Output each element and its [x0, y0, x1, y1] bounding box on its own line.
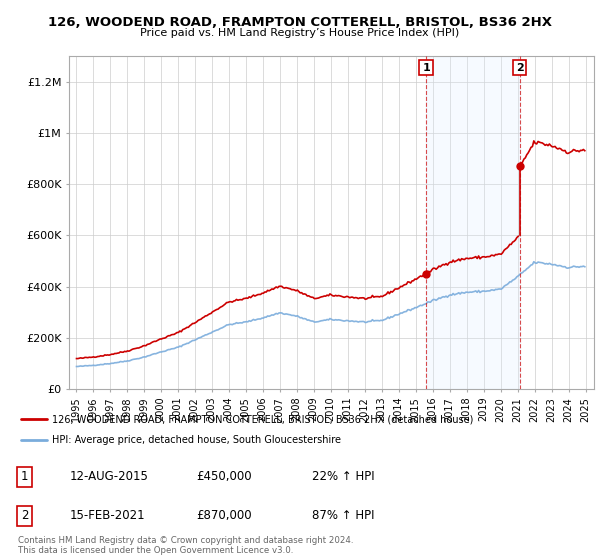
Text: 2: 2 [516, 63, 523, 73]
Text: 15-FEB-2021: 15-FEB-2021 [70, 509, 145, 522]
Bar [426, 56, 520, 389]
Text: 12-AUG-2015: 12-AUG-2015 [70, 470, 148, 483]
Text: Price paid vs. HM Land Registry’s House Price Index (HPI): Price paid vs. HM Land Registry’s House … [140, 28, 460, 38]
Text: 87% ↑ HPI: 87% ↑ HPI [311, 509, 374, 522]
Text: £450,000: £450,000 [196, 470, 252, 483]
Text: 2: 2 [21, 509, 28, 522]
Text: 126, WOODEND ROAD, FRAMPTON COTTERELL, BRISTOL, BS36 2HX (detached house): 126, WOODEND ROAD, FRAMPTON COTTERELL, B… [52, 414, 473, 424]
Text: Contains HM Land Registry data © Crown copyright and database right 2024.
This d: Contains HM Land Registry data © Crown c… [18, 536, 353, 556]
Text: £870,000: £870,000 [196, 509, 252, 522]
Text: HPI: Average price, detached house, South Gloucestershire: HPI: Average price, detached house, Sout… [52, 435, 341, 445]
Text: 126, WOODEND ROAD, FRAMPTON COTTERELL, BRISTOL, BS36 2HX: 126, WOODEND ROAD, FRAMPTON COTTERELL, B… [48, 16, 552, 29]
Text: 1: 1 [21, 470, 28, 483]
Text: 22% ↑ HPI: 22% ↑ HPI [311, 470, 374, 483]
Text: 1: 1 [422, 63, 430, 73]
